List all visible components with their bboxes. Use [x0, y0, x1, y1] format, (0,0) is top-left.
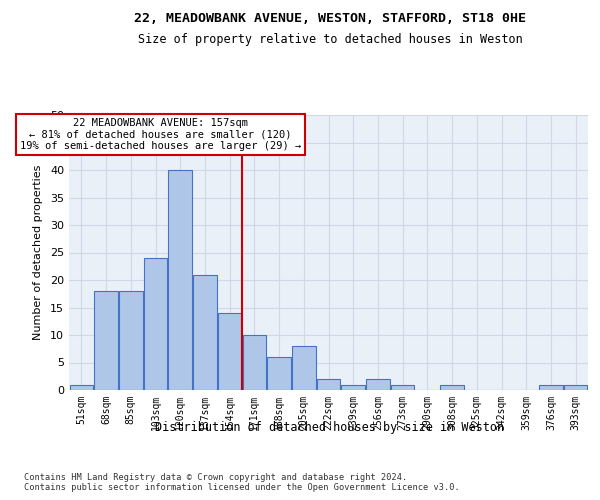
Bar [341, 384, 365, 390]
Text: 22 MEADOWBANK AVENUE: 157sqm
← 81% of detached houses are smaller (120)
19% of s: 22 MEADOWBANK AVENUE: 157sqm ← 81% of de… [20, 118, 301, 151]
Text: Contains HM Land Registry data © Crown copyright and database right 2024.
Contai: Contains HM Land Registry data © Crown c… [24, 472, 460, 492]
Bar [539, 384, 563, 390]
Y-axis label: Number of detached properties: Number of detached properties [33, 165, 43, 340]
Bar [242, 335, 266, 390]
Text: Distribution of detached houses by size in Weston: Distribution of detached houses by size … [155, 421, 505, 434]
Bar [94, 291, 118, 390]
Text: 22, MEADOWBANK AVENUE, WESTON, STAFFORD, ST18 0HE: 22, MEADOWBANK AVENUE, WESTON, STAFFORD,… [134, 12, 526, 26]
Bar [391, 384, 415, 390]
Text: Size of property relative to detached houses in Weston: Size of property relative to detached ho… [137, 34, 523, 46]
Bar [119, 291, 143, 390]
Bar [292, 346, 316, 390]
Bar [564, 384, 587, 390]
Bar [169, 170, 192, 390]
Bar [144, 258, 167, 390]
Bar [440, 384, 464, 390]
Bar [366, 379, 389, 390]
Bar [317, 379, 340, 390]
Bar [218, 313, 241, 390]
Bar [193, 274, 217, 390]
Bar [70, 384, 93, 390]
Bar [268, 357, 291, 390]
